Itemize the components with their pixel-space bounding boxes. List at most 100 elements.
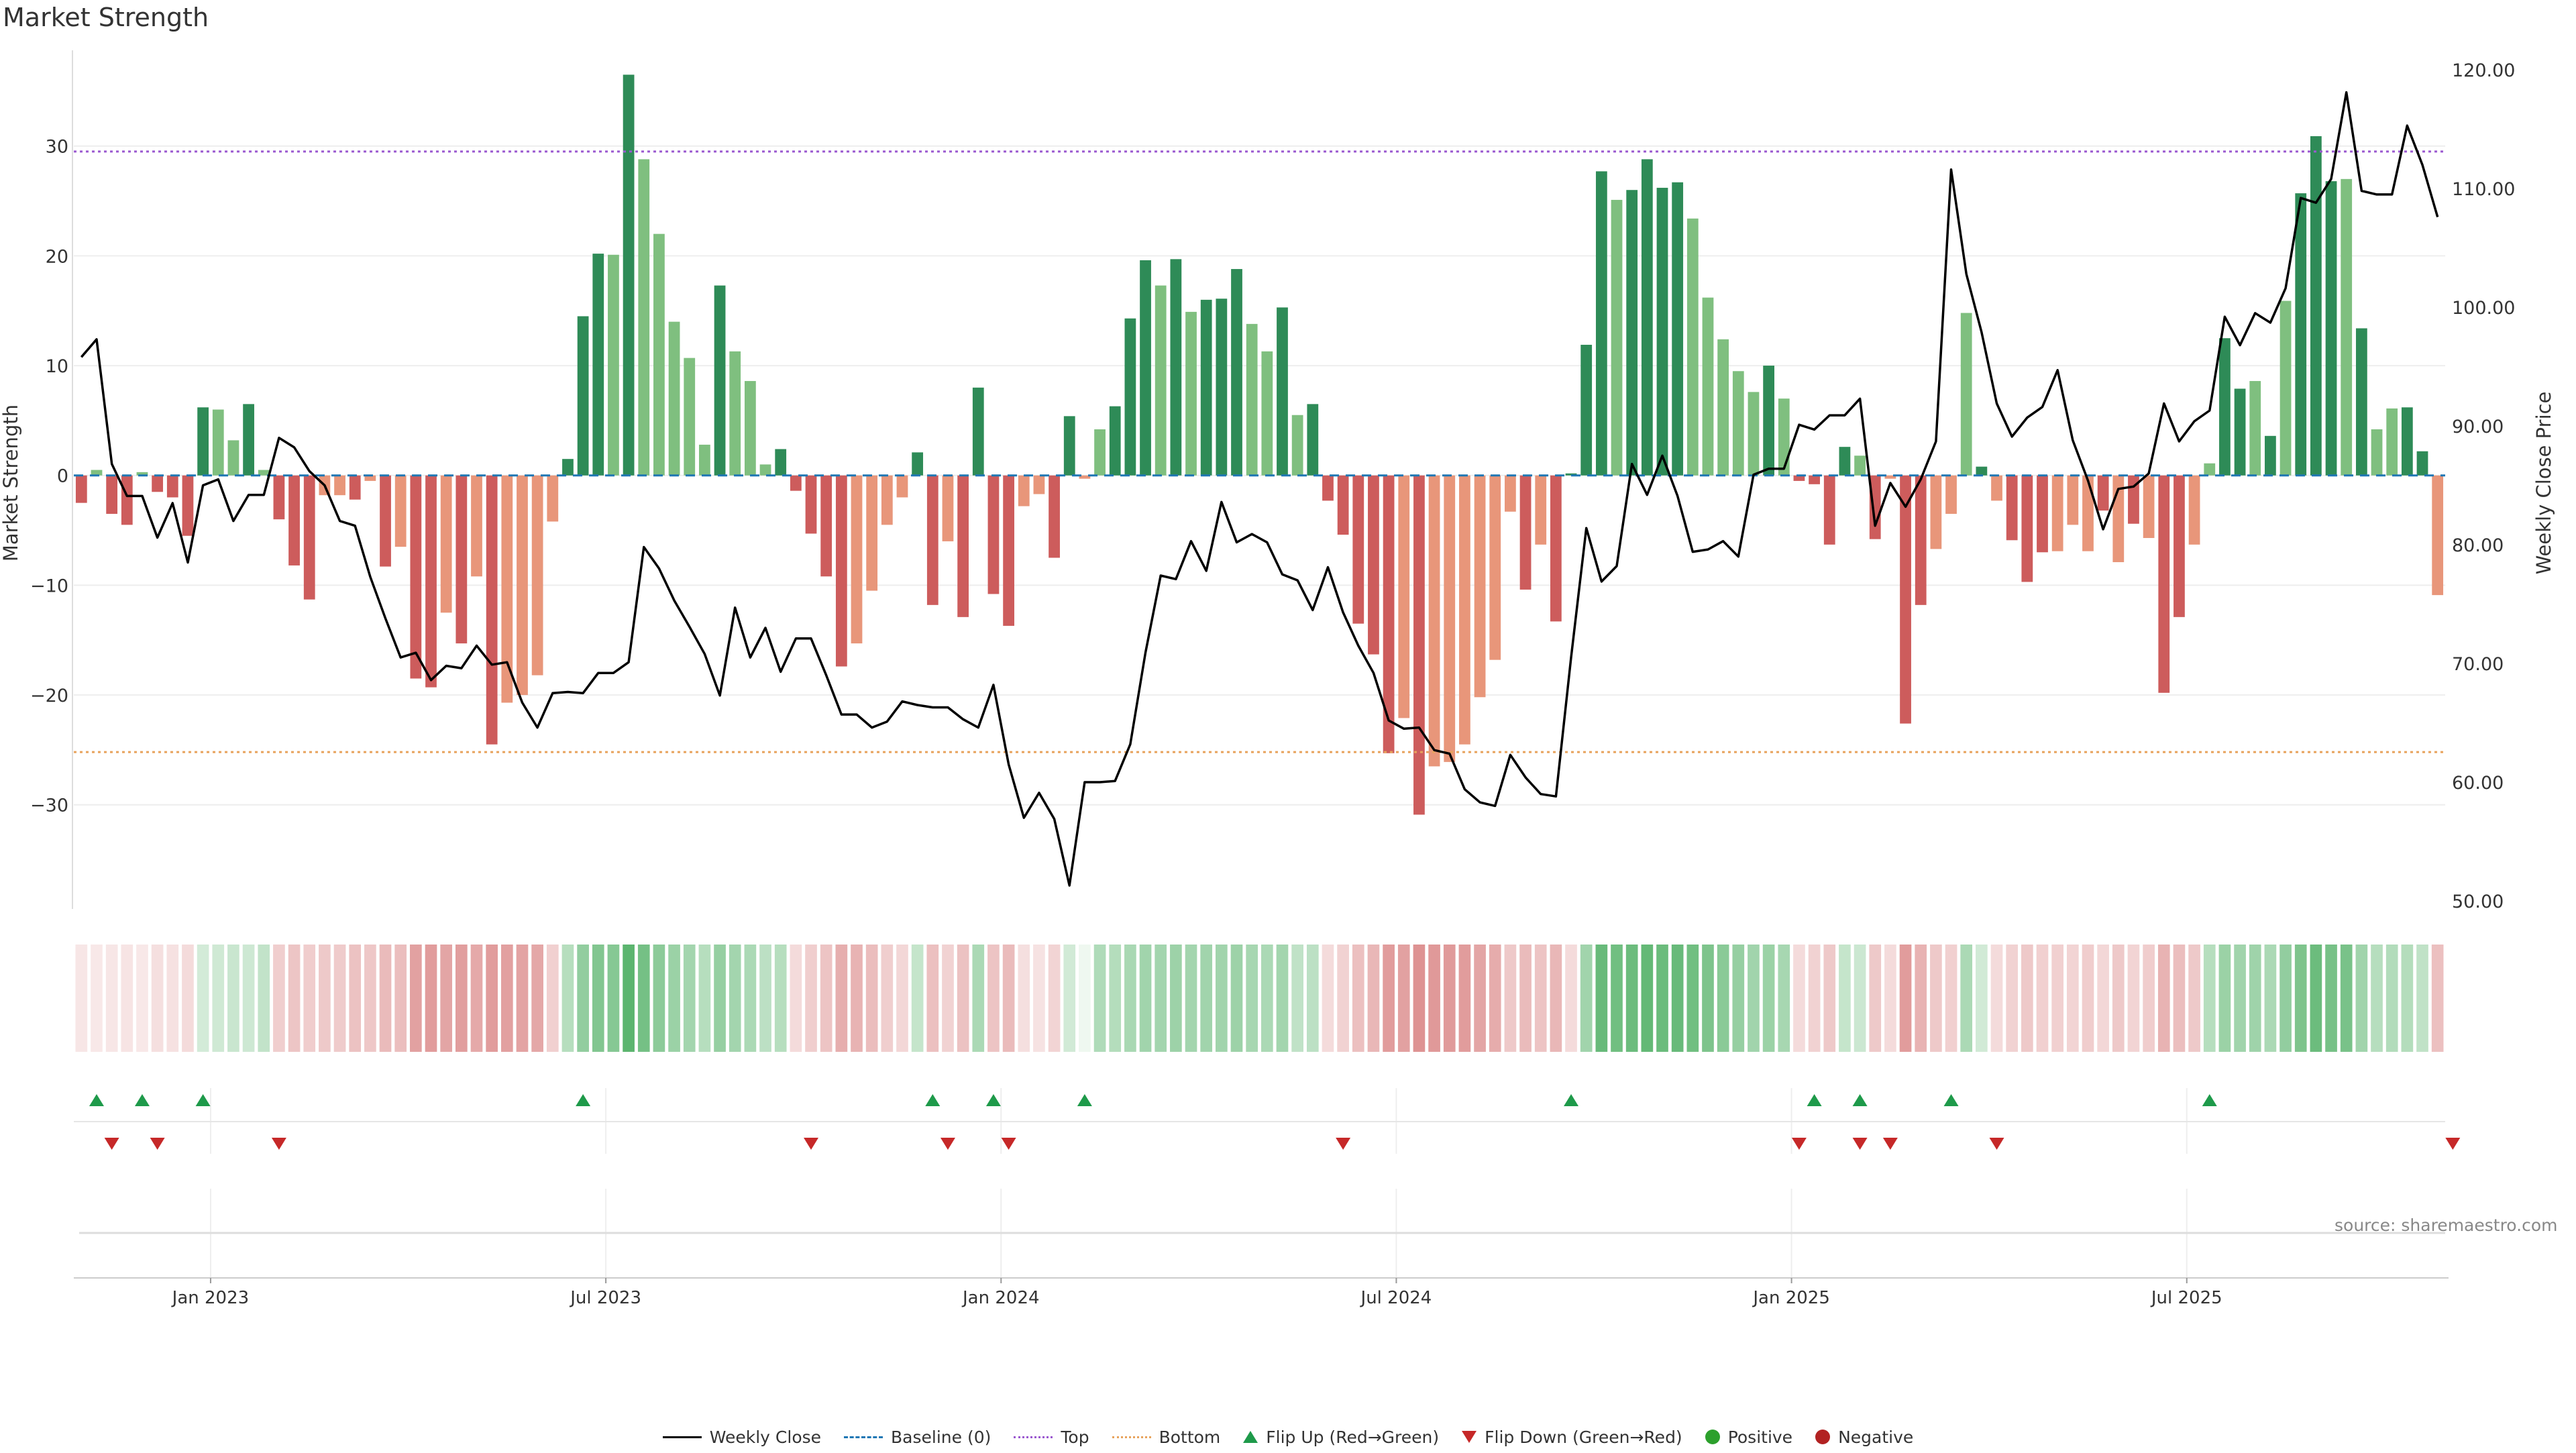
heat-strip <box>273 945 285 1052</box>
heat-strip <box>136 945 148 1052</box>
heat-strip <box>2082 945 2094 1052</box>
heat-strip <box>1458 945 1471 1052</box>
heat-strip <box>2066 945 2079 1052</box>
heat-strip <box>2021 945 2033 1052</box>
y2-tick-label: 100.00 <box>2452 298 2515 319</box>
flip-up-marker <box>1852 1094 1868 1106</box>
heat-strip <box>729 945 741 1052</box>
strength-bar <box>364 475 376 481</box>
strength-bar <box>1322 475 1334 501</box>
strength-bar <box>1428 475 1440 767</box>
heat-strip <box>288 945 301 1052</box>
legend-label: Flip Up (Red→Green) <box>1266 1427 1440 1447</box>
strength-bar <box>1626 190 1638 476</box>
reference-lines <box>74 150 2445 753</box>
strength-bar <box>1702 297 1714 476</box>
heat-strip <box>2310 945 2322 1052</box>
x-tick-label: Jul 2025 <box>2150 1288 2222 1308</box>
strength-bar <box>258 470 270 476</box>
heat-strip <box>1489 945 1501 1052</box>
strength-bar <box>1261 351 1273 476</box>
heat-strip <box>531 945 543 1052</box>
heat-strip <box>987 945 1000 1052</box>
heat-strip <box>1155 945 1167 1052</box>
legend-bottom: Bottom <box>1112 1428 1220 1447</box>
heat-strip <box>1854 945 1866 1052</box>
heat-strip <box>1990 945 2003 1052</box>
strength-bar <box>531 475 543 676</box>
heat-strip <box>896 945 908 1052</box>
heat-strip <box>1671 945 1684 1052</box>
strength-bar <box>349 475 361 500</box>
strength-bar <box>2188 475 2200 545</box>
flip-down-marker <box>150 1138 165 1150</box>
heat-strip <box>1018 945 1030 1052</box>
legend-flip-up: Flip Up (Red→Green) <box>1243 1428 1439 1447</box>
heat-strip <box>1960 945 1973 1052</box>
strength-bar <box>1611 199 1623 476</box>
source-note: source: sharemaestro.com <box>2334 1216 2558 1235</box>
strength-bar <box>608 254 619 476</box>
flip-up-marker <box>1077 1094 1092 1106</box>
y2-tick-label: 80.00 <box>2452 535 2504 556</box>
heat-strip <box>1762 945 1775 1052</box>
market-strength-chart: −30 −20 −10 0 10 20 30 50.00 60.00 70.00 80.00 90.… <box>0 50 2555 1308</box>
heat-strip <box>1519 945 1532 1052</box>
strength-bar <box>1823 475 1835 545</box>
strength-bar <box>2386 408 2398 476</box>
strength-bar <box>197 407 209 476</box>
strength-bar <box>75 475 87 503</box>
legend-flip-down: Flip Down (Green→Red) <box>1462 1428 1682 1447</box>
heat-strip <box>440 945 453 1052</box>
heat-strip <box>1216 945 1228 1052</box>
heat-strip <box>668 945 680 1052</box>
heat-strip <box>2385 945 2398 1052</box>
heat-strip <box>227 945 239 1052</box>
flip-down-marker <box>1852 1138 1868 1150</box>
strength-bar <box>106 475 118 515</box>
heat-strip <box>1352 945 1364 1052</box>
heat-strip <box>683 945 696 1052</box>
heat-strip <box>1291 945 1303 1052</box>
heat-strip <box>1641 945 1654 1052</box>
strength-bar <box>2219 338 2231 476</box>
heat-strip <box>820 945 833 1052</box>
heat-strip <box>546 945 559 1052</box>
strength-bar <box>2401 407 2413 476</box>
strength-bar <box>182 475 194 536</box>
strength-bar <box>1717 339 1729 476</box>
heat-strip <box>744 945 757 1052</box>
strength-bar <box>166 475 178 498</box>
heat-strip <box>1170 945 1182 1052</box>
strength-bar <box>2249 380 2261 476</box>
strength-bar <box>1519 475 1532 590</box>
flip-up-marker <box>985 1094 1001 1106</box>
heat-strip <box>1230 945 1243 1052</box>
heat-strip <box>379 945 392 1052</box>
y2-tick-label: 70.00 <box>2452 654 2504 675</box>
strength-bar <box>2143 475 2155 539</box>
heat-strip <box>500 945 513 1052</box>
heat-strip <box>1079 945 1091 1052</box>
flip-down-marker <box>2445 1138 2461 1150</box>
heat-strip <box>1869 945 1882 1052</box>
heat-strip <box>1428 945 1440 1052</box>
y2-tick-label: 50.00 <box>2452 892 2504 912</box>
heat-strip <box>1717 945 1729 1052</box>
strength-bar <box>668 321 680 476</box>
strength-bar <box>1869 475 1881 539</box>
strength-bar <box>2295 193 2307 476</box>
strength-bar <box>714 285 726 476</box>
y-axis-label: Market Strength <box>0 405 22 561</box>
heat-strip <box>637 945 650 1052</box>
heat-strip <box>1093 945 1106 1052</box>
strength-bar <box>2051 475 2063 551</box>
strength-bar <box>2082 475 2094 551</box>
heat-strip <box>1367 945 1380 1052</box>
strength-bar <box>1246 323 1258 476</box>
strength-bar <box>744 380 756 476</box>
strength-bar <box>1003 475 1014 626</box>
strength-bar <box>1809 475 1820 484</box>
heat-strip <box>1109 945 1122 1052</box>
strength-bar <box>1900 475 1911 724</box>
